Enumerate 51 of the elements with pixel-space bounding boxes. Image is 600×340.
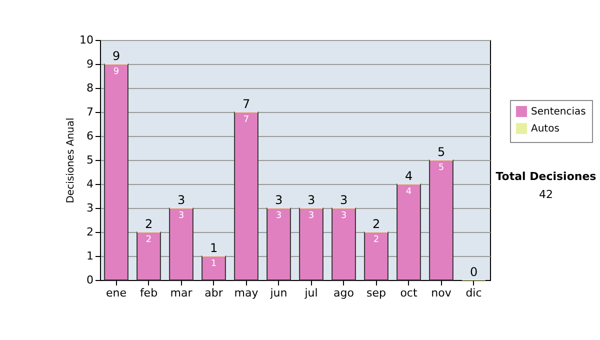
data-label: 4: [406, 187, 412, 197]
x-tick-label: jul: [304, 286, 318, 300]
data-label: 5: [438, 163, 444, 173]
data-label: 3: [308, 211, 314, 221]
total-label: 7: [242, 97, 250, 111]
legend-label: Sentencias: [531, 106, 586, 118]
x-tick-label: oct: [400, 286, 418, 300]
x-tick-label: nov: [431, 286, 452, 300]
y-axis-title: Decisiones Anual: [66, 118, 77, 204]
y-tick-label: 2: [86, 226, 94, 238]
x-tick-label: ene: [106, 286, 127, 300]
x-tick-label: dic: [466, 286, 482, 300]
x-tick-label: mar: [170, 286, 193, 300]
x-tick-label: feb: [140, 286, 158, 300]
total-label: 3: [307, 193, 316, 207]
data-label: 3: [178, 211, 184, 221]
data-label: 1: [210, 259, 217, 269]
y-tick-label: 7: [86, 106, 94, 118]
y-tick-label: 4: [86, 178, 94, 190]
text: 42: [538, 188, 554, 201]
x-tick-label: sep: [366, 286, 386, 300]
total-label: 9: [112, 49, 120, 63]
data-label: 2: [146, 235, 152, 245]
x-tick-label: ago: [334, 286, 354, 300]
y-tick-label: 8: [86, 82, 94, 94]
data-label: 2: [373, 235, 380, 245]
x-tick-label: jun: [269, 286, 288, 300]
y-tick-label: 6: [86, 130, 94, 142]
total-label: 5: [437, 145, 446, 159]
y-tick-label: 5: [86, 154, 94, 166]
total-label: 0: [470, 265, 478, 279]
total-label: 3: [177, 193, 186, 207]
total-label: 2: [372, 217, 380, 231]
data-label: 7: [243, 115, 250, 125]
data-label: 3: [340, 211, 347, 221]
y-tick-label: 9: [86, 58, 94, 70]
legend-label: Autos: [531, 124, 560, 134]
data-label: 3: [276, 211, 282, 221]
total-label: 4: [404, 169, 413, 183]
text: Total Decisiones: [494, 170, 598, 183]
x-tick-label: may: [234, 286, 259, 300]
y-tick-label: 10: [80, 34, 94, 46]
data-label: 9: [113, 67, 120, 77]
x-tick-label: abr: [204, 286, 224, 300]
total-label: 1: [210, 241, 218, 255]
y-tick-label: 3: [86, 202, 94, 214]
total-label: 3: [274, 193, 283, 207]
y-tick-label: 0: [86, 274, 94, 286]
total-label: 2: [144, 217, 153, 231]
total-label: 3: [340, 193, 348, 207]
y-tick-label: 1: [86, 250, 94, 262]
